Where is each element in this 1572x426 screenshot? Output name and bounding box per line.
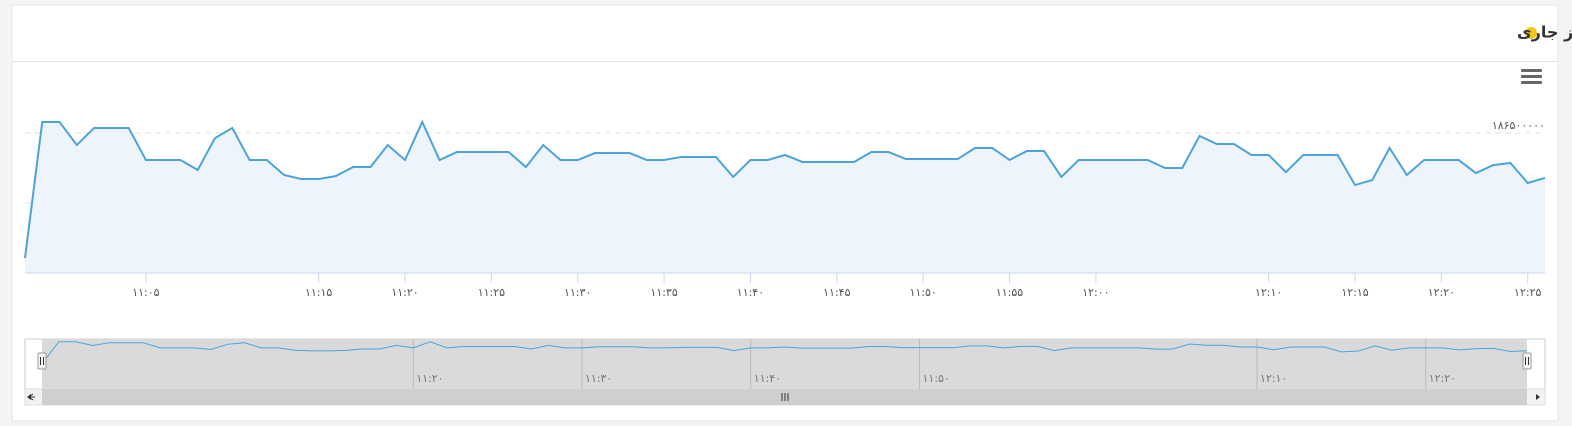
navigator-handle-body[interactable] xyxy=(37,352,47,370)
navigator-handle-body[interactable] xyxy=(1522,352,1532,370)
navigator-tick-label: ۱۱:۵۰ xyxy=(923,372,950,385)
navigator-tick-label: ۱۱:۲۰ xyxy=(416,372,443,385)
title-dot xyxy=(1525,27,1537,39)
x-tick-label: ۱۱:۴۰ xyxy=(737,286,764,299)
scroll-left-arrow[interactable] xyxy=(27,394,31,400)
menu-bar[interactable] xyxy=(1521,81,1542,84)
x-tick-label: ۱۱:۲۰ xyxy=(391,286,418,299)
navigator-tick-label: ۱۱:۴۰ xyxy=(754,372,781,385)
menu-bar[interactable] xyxy=(1521,69,1542,72)
navigator-tick-label: ۱۲:۲۰ xyxy=(1429,372,1456,385)
navigator-handle-grip xyxy=(40,357,44,365)
x-tick-label: ۱۲:۲۵ xyxy=(1514,286,1541,299)
scroll-right[interactable] xyxy=(1536,394,1540,400)
navigator-tick-label: ۱۲:۱۰ xyxy=(1260,372,1287,385)
x-tick-label: ۱۱:۲۵ xyxy=(478,286,505,299)
menu-button[interactable] xyxy=(1521,69,1542,84)
x-tick-label: ۱۲:۲۰ xyxy=(1428,286,1455,299)
area xyxy=(25,121,1545,273)
x-tick-label: ۱۱:۴۵ xyxy=(823,286,850,299)
navigator-tick-label: ۱۱:۳۰ xyxy=(585,372,612,385)
navigator-selection[interactable] xyxy=(42,339,1527,389)
menu-bar[interactable] xyxy=(1521,75,1542,78)
line xyxy=(24,119,1546,259)
x-tick-label: ۱۲:۱۵ xyxy=(1341,286,1368,299)
navigator-handle[interactable] xyxy=(37,352,47,370)
x-tick-label: ۱۱:۵۰ xyxy=(910,286,937,299)
x-tick-label: ۱۲:۰۰ xyxy=(1082,286,1109,299)
x-tick-label: ۱۱:۳۵ xyxy=(650,286,677,299)
x-tick-label: ۱۱:۵۵ xyxy=(996,286,1023,299)
navigator-handle-grip xyxy=(1525,357,1529,365)
y-tick-label: ۱۸۶۵۰۰۰۰۰ xyxy=(1492,119,1545,132)
x-tick-label: ۱۱:۰۵ xyxy=(132,286,159,299)
x-tick-label: ۱۲:۱۰ xyxy=(1255,286,1282,299)
x-tick-label: ۱۱:۱۵ xyxy=(305,286,332,299)
scrollbar-grip xyxy=(781,393,789,401)
navigator-line xyxy=(41,341,1528,364)
navigator-handle[interactable] xyxy=(1522,352,1532,370)
chart-title: نمودار نوسانات طلای ۱۸ عیار / ۷۵۰ در روز… xyxy=(1517,23,1572,42)
x-tick-label: ۱۱:۳۰ xyxy=(564,286,591,299)
